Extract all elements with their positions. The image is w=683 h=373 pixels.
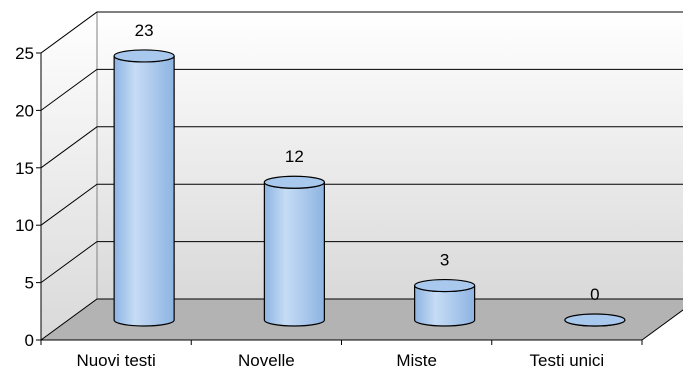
y-tick-label: 5: [25, 274, 34, 293]
bar-top: [415, 280, 475, 292]
y-tick-label: 10: [15, 216, 34, 235]
y-tick-label: 15: [15, 159, 34, 178]
bar-novelle: [264, 182, 324, 326]
data-label: 12: [285, 147, 304, 166]
bar-top: [264, 176, 324, 188]
y-tick-label: 20: [15, 101, 34, 120]
side-wall: [41, 12, 97, 340]
y-tick-label: 0: [25, 331, 34, 350]
bar-top: [565, 314, 625, 326]
x-tick-label: Novelle: [238, 351, 295, 370]
x-tick-label: Testi unici: [530, 351, 605, 370]
data-label: 23: [135, 21, 154, 40]
x-tick-label: Nuovi testi: [76, 351, 155, 370]
y-tick-label: 25: [15, 44, 34, 63]
back-wall: [97, 12, 683, 299]
data-label: 0: [590, 285, 599, 304]
bar-nuovi-testi: [114, 56, 174, 326]
data-label: 3: [440, 251, 449, 270]
bar-top: [114, 50, 174, 62]
x-tick-label: Miste: [396, 351, 437, 370]
